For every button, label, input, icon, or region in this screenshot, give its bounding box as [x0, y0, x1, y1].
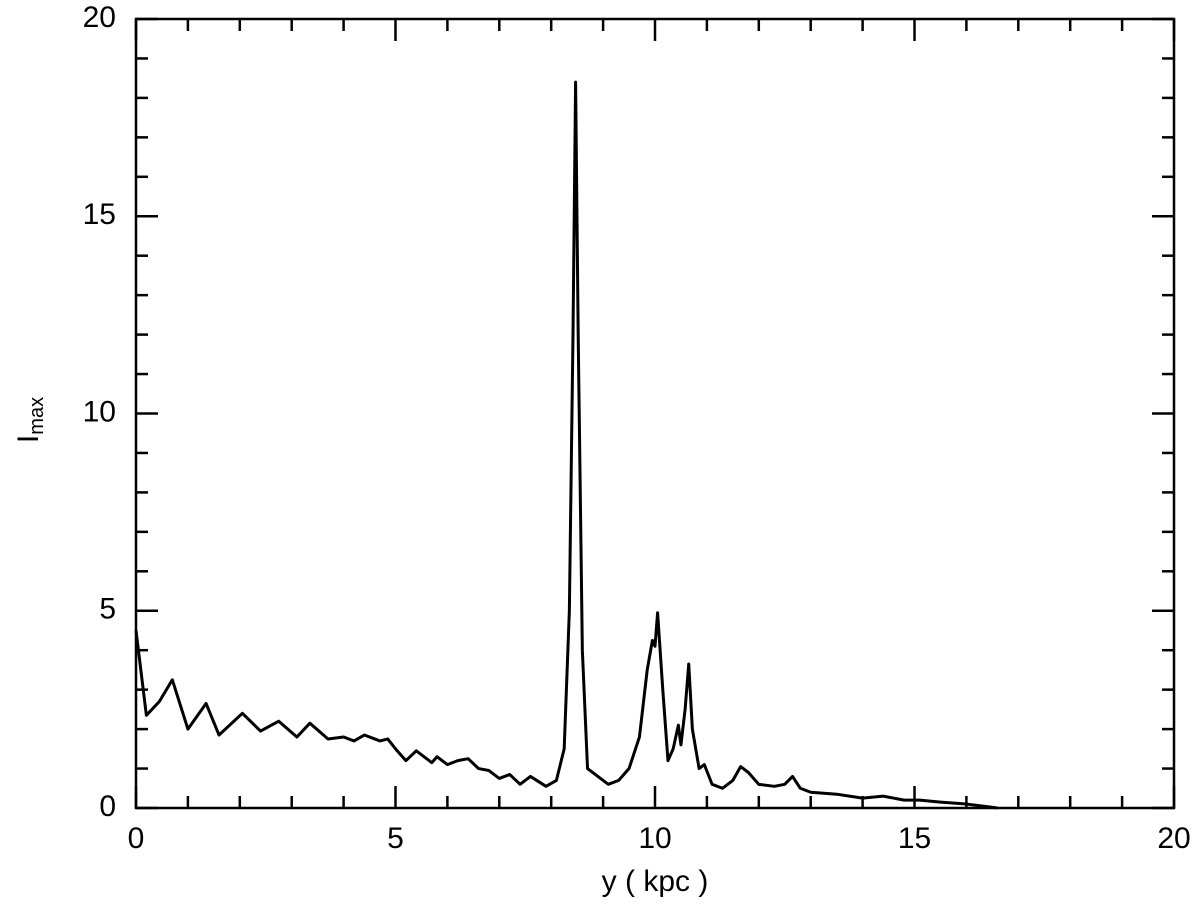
y-tick-label: 5 — [99, 593, 116, 626]
x-tick-label: 10 — [638, 822, 671, 855]
y-axis-label-main: I — [12, 435, 45, 443]
x-tick-label: 20 — [1157, 822, 1190, 855]
y-tick-label: 0 — [99, 790, 116, 823]
y-axis-label-sub: max — [26, 397, 48, 435]
data-line — [134, 80, 998, 810]
y-axis-label-group: Imax — [12, 397, 48, 443]
x-axis-label: y ( kpc ) — [602, 865, 709, 898]
y-tick-label: 10 — [83, 395, 116, 428]
x-tick-label: 15 — [898, 822, 931, 855]
y-axis-label: Imax — [12, 397, 48, 443]
x-tick-label: 0 — [128, 822, 145, 855]
y-tick-label: 20 — [83, 1, 116, 34]
x-tick-label: 5 — [387, 822, 404, 855]
y-tick-label: 15 — [83, 198, 116, 231]
plot-frame — [134, 17, 1176, 810]
